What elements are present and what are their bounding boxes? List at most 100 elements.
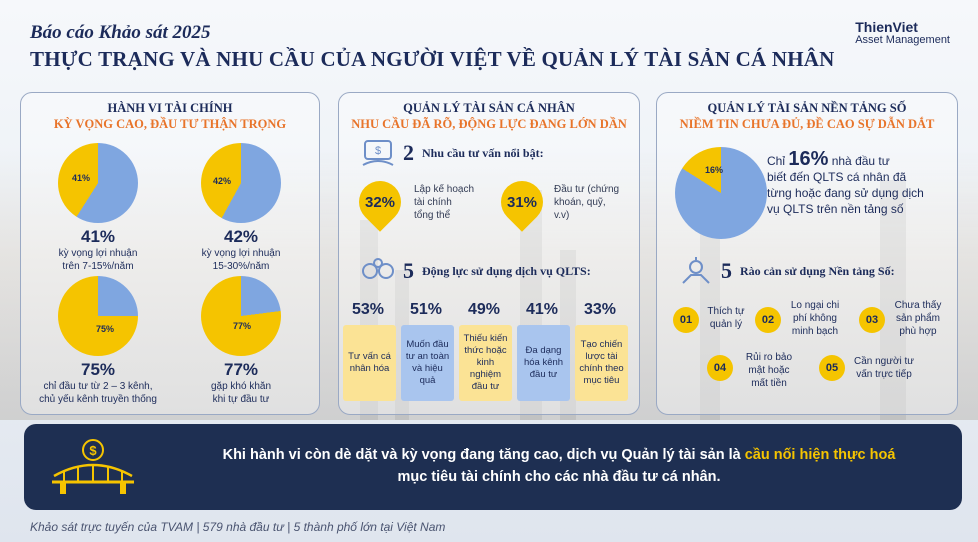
pie-card: 41% 41% kỳ vọng lợi nhuận trên 7-15%/năm xyxy=(33,143,163,273)
conclusion-highlight: cầu nối hiện thực hoá xyxy=(744,447,896,463)
pie-slice-label: 42% xyxy=(213,176,232,186)
pie-caption: khi tự đầu tư xyxy=(212,394,270,405)
pie-chart: 42% xyxy=(201,143,281,223)
panel-digital-platform: QUẢN LÝ TÀI SẢN NỀN TẢNG SỐ NIỀM TIN CHƯ… xyxy=(656,92,958,415)
pie-percent: 75% xyxy=(80,360,116,379)
motivation-box: Đa dạng hóa kênh đầu tư xyxy=(517,325,570,401)
need-value: 32% xyxy=(364,194,396,211)
needs-header: $ 2 Nhu cầu tư vấn nổi bật: xyxy=(361,139,544,167)
panel-financial-behavior: HÀNH VI TÀI CHÍNH KỲ VỌNG CAO, ĐẦU TƯ TH… xyxy=(20,92,320,415)
pie-caption: kỳ vọng lợi nhuận xyxy=(201,248,281,259)
barrier-line: quản lý xyxy=(709,319,743,330)
pie-caption: chỉ đầu tư từ 2 – 3 kênh, xyxy=(43,381,153,392)
need-label-line: Đầu tư (chứng xyxy=(554,184,620,195)
conclusion-text-part: Khi hành vi còn dè dặt và kỳ vọng đang t… xyxy=(222,447,745,463)
svg-text:$: $ xyxy=(375,145,381,157)
stat-line: từng hoặc đang sử dụng dịch xyxy=(767,186,924,200)
barrier-line: Thích tự xyxy=(707,306,745,317)
pie-percent: 41% xyxy=(80,227,116,246)
pie-caption: gặp khó khăn xyxy=(210,381,272,392)
stat-suffix: nhà đầu tư xyxy=(828,154,890,168)
need-label-line: Lập kế hoạch xyxy=(414,184,475,195)
needs-count: 2 xyxy=(403,140,414,165)
need-label-line: khoán, quỹ, xyxy=(554,197,606,208)
motivation-percent: 53% xyxy=(351,301,385,318)
barrier-line: mất tiền xyxy=(751,378,787,389)
panel-subtitle: NHU CẦU ĐÃ RÕ, ĐỘNG LỰC ĐANG LỚN DẦN xyxy=(351,117,627,131)
barrier-line: sản phẩm xyxy=(896,313,940,324)
motivation-box: Tạo chiến lược tài chính theo mục tiêu xyxy=(575,325,628,401)
motivation-header: 5 Động lực sử dụng dịch vụ QLTS: xyxy=(361,257,591,285)
need-label: Đầu tư (chứng khoán, quỹ, v.v) xyxy=(554,183,619,222)
panel-subtitle: NIỀM TIN CHƯA ĐỦ, ĐỀ CAO SỰ DẪN DẮT xyxy=(679,117,935,131)
barrier-line: minh bạch xyxy=(791,326,839,337)
barrier-count: 5 xyxy=(721,258,732,283)
barrier-label: Chưa thấy sản phẩm phù hợp xyxy=(887,299,949,338)
stat-value: 16% xyxy=(788,148,829,170)
svg-text:$: $ xyxy=(89,443,97,458)
motivation-box: Muốn đầu tư an toàn và hiệu quả xyxy=(401,325,454,401)
bridge-coin-icon: $ xyxy=(52,439,134,494)
barrier-line: Chưa thấy xyxy=(894,300,942,311)
pie-slice-label: 16% xyxy=(705,165,724,175)
pie-percent: 77% xyxy=(223,360,259,379)
barrier-header: 5 Rào cản sử dụng Nền tảng Số: xyxy=(679,257,895,285)
brand-name: ThienViet xyxy=(855,19,918,35)
barrier-number: 02 xyxy=(755,307,781,333)
motivation-heading: Động lực sử dụng dịch vụ QLTS: xyxy=(422,263,591,278)
barrier-number: 03 xyxy=(859,307,885,333)
stat-line: biết đến QLTS cá nhân đã xyxy=(767,170,907,184)
need-value: 31% xyxy=(506,194,538,211)
brand-tagline: Asset Management xyxy=(855,34,950,46)
conclusion-banner: $ Khi hành vi còn dè dặt và kỳ vọng đang… xyxy=(24,424,962,510)
advisor-icon: $ xyxy=(362,140,394,166)
barrier-number: 01 xyxy=(673,307,699,333)
motivation-percent: 33% xyxy=(583,301,617,318)
barrier-line: Cần người tư xyxy=(854,356,914,367)
pie-caption: 15-30%/năm xyxy=(212,261,270,272)
motivation-percent: 41% xyxy=(525,301,559,318)
barrier-label: Rủi ro bảo mật hoặc mất tiền xyxy=(737,351,801,390)
motivation-count: 5 xyxy=(403,258,414,283)
barrier-heading: Rào cản sử dụng Nền tảng Số: xyxy=(740,263,895,278)
panel-title: QUẢN LÝ TÀI SẢN CÁ NHÂN xyxy=(403,101,575,115)
pie-slice-label: 77% xyxy=(233,321,252,331)
conclusion-text-part: mục tiêu tài chính cho các nhà đầu tư cá… xyxy=(397,469,721,485)
barrier-number: 04 xyxy=(707,355,733,381)
panel-wealth-management: QUẢN LÝ TÀI SẢN CÁ NHÂN NHU CẦU ĐÃ RÕ, Đ… xyxy=(338,92,640,415)
pie-card: 42% 42% kỳ vọng lợi nhuận 15-30%/năm xyxy=(176,143,306,273)
pie-caption: kỳ vọng lợi nhuận xyxy=(58,248,138,259)
motivation-box: Tư vấn cá nhân hóa xyxy=(343,325,396,401)
panel-title: HÀNH VI TÀI CHÍNH xyxy=(107,101,233,115)
digital-stat: Chỉ 16% nhà đầu tư biết đến QLTS cá nhân… xyxy=(767,148,924,217)
pie-slice-label: 75% xyxy=(96,324,115,334)
barrier-line: vấn trực tiếp xyxy=(856,369,912,380)
report-kicker: Báo cáo Khảo sát 2025 xyxy=(30,22,211,43)
motivation-box: Thiếu kiến thức hoặc kinh nghiệm đầu tư xyxy=(459,325,512,401)
motivation-percent: 51% xyxy=(409,301,443,318)
pie-chart: 41% xyxy=(58,143,138,223)
need-label-line: v.v) xyxy=(554,210,570,221)
barrier-line: phí không xyxy=(793,313,837,324)
pie-caption: trên 7-15%/năm xyxy=(62,261,134,272)
panel-title: QUẢN LÝ TÀI SẢN NỀN TẢNG SỐ xyxy=(707,101,907,115)
barrier-number: 05 xyxy=(819,355,845,381)
brand-logo: ThienViet Asset Management xyxy=(855,20,950,46)
conclusion-text: Khi hành vi còn dè dặt và kỳ vọng đang t… xyxy=(174,444,944,488)
survey-footnote: Khảo sát trực tuyến của TVAM | 579 nhà đ… xyxy=(30,520,446,534)
panel-subtitle: KỲ VỌNG CAO, ĐẦU TƯ THẬN TRỌNG xyxy=(53,117,287,131)
need-label: Lập kế hoạch tài chính tổng thể xyxy=(414,183,474,222)
need-label-line: tài chính xyxy=(414,197,452,208)
motivation-icon xyxy=(362,258,394,279)
pie-slice-label: 41% xyxy=(72,173,91,183)
pie-chart: 75% xyxy=(58,276,138,356)
motivation-percent: 49% xyxy=(467,301,501,318)
barrier-label: Cần người tư vấn trực tiếp xyxy=(847,355,921,381)
pie-chart: 16% xyxy=(675,147,767,239)
pie-percent: 42% xyxy=(223,227,259,246)
needs-heading: Nhu cầu tư vấn nổi bật: xyxy=(422,145,544,160)
page-title: THỰC TRẠNG VÀ NHU CẦU CỦA NGƯỜI VIỆT VỀ … xyxy=(30,47,835,71)
digital-hand-icon xyxy=(682,257,710,284)
stat-line: vụ QLTS trên nền tảng số xyxy=(767,202,904,216)
barrier-label: Thích tự quản lý xyxy=(701,305,751,331)
